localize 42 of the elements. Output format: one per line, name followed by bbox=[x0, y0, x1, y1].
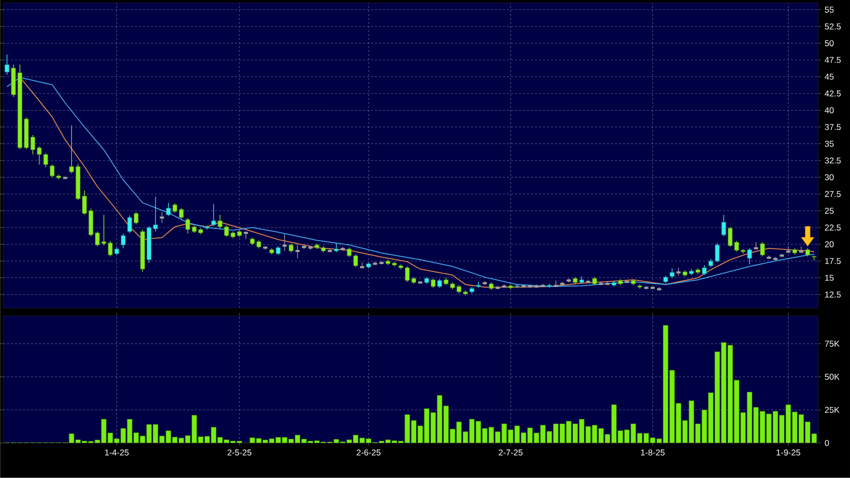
candlestick bbox=[721, 214, 726, 237]
y-tick-label: 27.5 bbox=[824, 191, 841, 198]
y-tick-label: 0 bbox=[824, 440, 829, 446]
y-tick-label: 37.5 bbox=[824, 124, 841, 130]
x-tick-label: 2-5-25 bbox=[228, 450, 252, 456]
y-tick-label: 25 bbox=[824, 208, 834, 214]
candlestick bbox=[120, 233, 126, 249]
y-tick-label: 20 bbox=[824, 241, 834, 248]
y-tick-label: 12.5 bbox=[825, 292, 841, 298]
y-tick-label: 75K bbox=[824, 340, 840, 347]
candlestick bbox=[211, 204, 216, 227]
candlestick bbox=[430, 278, 436, 288]
candlestick bbox=[43, 152, 48, 168]
y-tick-label: 52.5 bbox=[824, 23, 841, 30]
y-tick-label: 25K bbox=[824, 406, 840, 413]
y-tick-label: 40 bbox=[824, 107, 834, 114]
y-tick-label: 15 bbox=[825, 274, 834, 281]
candlestick bbox=[134, 212, 138, 225]
y-tick-label: 32.5 bbox=[824, 158, 841, 164]
y-tick-label: 35 bbox=[824, 140, 834, 147]
candlestick bbox=[747, 248, 752, 265]
candlestick bbox=[702, 264, 707, 276]
x-tick-label: 1-4-25 bbox=[105, 450, 129, 456]
x-tick-label: 1-9-25 bbox=[776, 450, 800, 456]
y-tick-label: 47.5 bbox=[824, 57, 841, 63]
y-tick-label: 22.5 bbox=[824, 224, 841, 231]
y-tick-label: 50K bbox=[824, 374, 840, 380]
x-tick-label: 2-7-25 bbox=[498, 450, 523, 456]
y-tick-label: 30 bbox=[824, 174, 834, 180]
y-tick-label: 42.5 bbox=[824, 90, 841, 97]
x-tick-label: 1-8-25 bbox=[641, 450, 665, 456]
x-tick-label: 2-6-25 bbox=[356, 450, 381, 456]
y-tick-label: 55 bbox=[824, 6, 834, 13]
candlestick bbox=[4, 54, 10, 76]
candlestick bbox=[166, 202, 171, 217]
candlestick bbox=[185, 218, 190, 234]
y-tick-label: 17.5 bbox=[825, 258, 841, 264]
candlestick bbox=[127, 215, 132, 234]
candlestick bbox=[670, 268, 674, 278]
candlestick bbox=[760, 242, 765, 257]
y-tick-label: 45 bbox=[824, 74, 834, 80]
y-tick-label: 50 bbox=[824, 40, 834, 46]
